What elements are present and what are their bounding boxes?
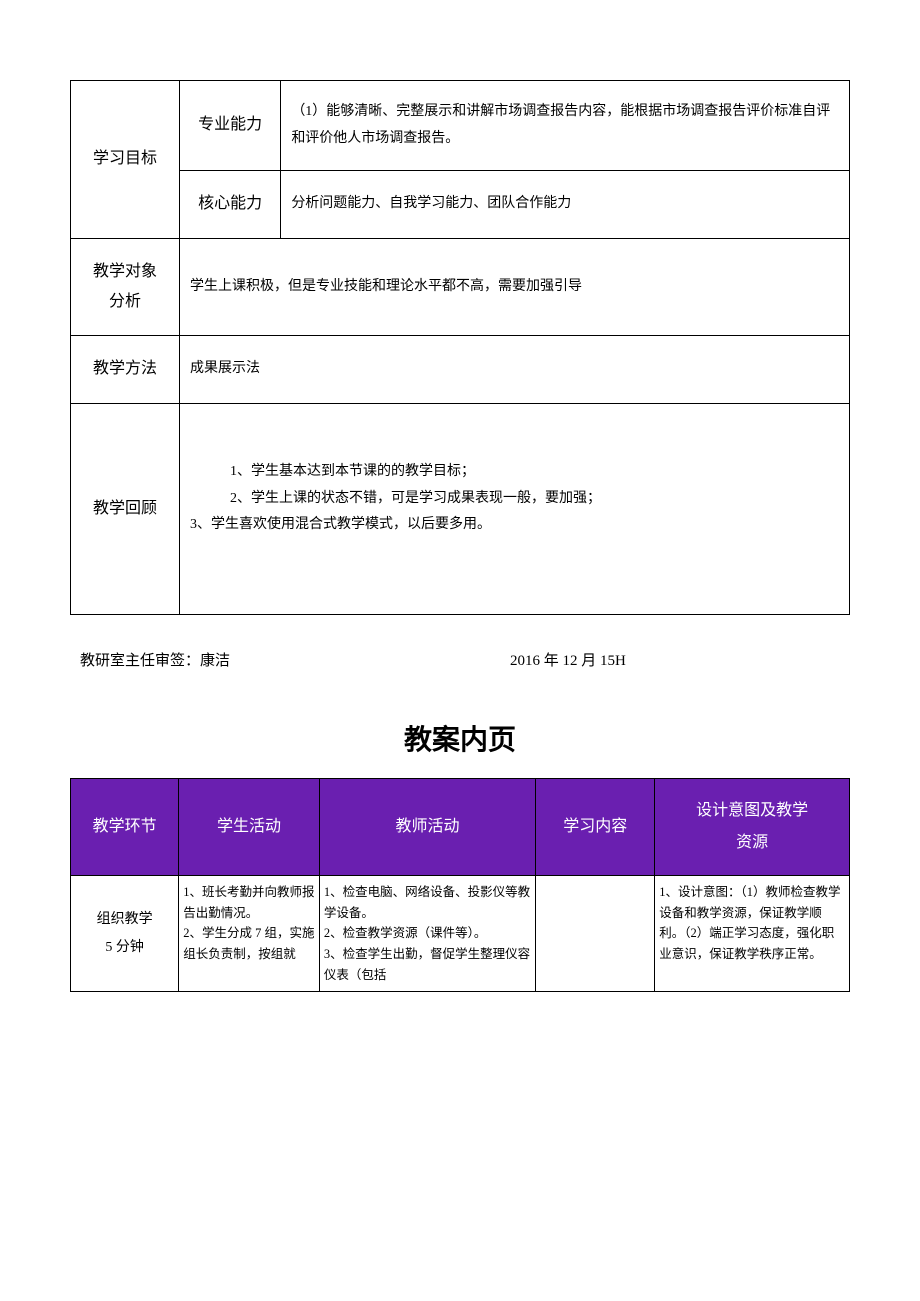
col-student-activity: 学生活动 [179, 779, 320, 876]
content-teaching-method: 成果展示法 [180, 336, 850, 403]
lesson-meta-table: 学习目标 专业能力 （1）能够清晰、完整展示和讲解市场调查报告内容，能根据市场调… [70, 80, 850, 615]
label-student-analysis: 教学对象 分析 [71, 238, 180, 336]
content-teaching-review: 1、学生基本达到本节课的的教学目标； 2、学生上课的状态不错，可是学习成果表现一… [180, 403, 850, 614]
cell-student: 1、班长考勤并向教师报告出勤情况。 2、学生分成 7 组，实施组长负责制，按组就 [179, 876, 320, 992]
col-design-intent: 设计意图及教学 资源 [655, 779, 850, 876]
signature-reviewer: 教研室主任审签：康洁 [80, 649, 510, 670]
cell-content [536, 876, 655, 992]
col-learning-content: 学习内容 [536, 779, 655, 876]
review-line-1: 1、学生基本达到本节课的的教学目标； [190, 459, 839, 486]
cell-teacher: 1、检查电脑、网络设备、投影仪等教学设备。 2、检查教学资源（课件等）。 3、检… [319, 876, 535, 992]
lesson-plan-table: 教学环节 学生活动 教师活动 学习内容 设计意图及教学 资源 组织教学 5 分钟… [70, 778, 850, 992]
content-core-ability: 分析问题能力、自我学习能力、团队合作能力 [281, 171, 850, 238]
cell-step: 组织教学 5 分钟 [71, 876, 179, 992]
label-learning-goal: 学习目标 [71, 81, 180, 239]
review-line-2: 2、学生上课的状态不错，可是学习成果表现一般，要加强； [190, 486, 839, 513]
label-teaching-method: 教学方法 [71, 336, 180, 403]
label-professional-ability: 专业能力 [180, 81, 281, 171]
table-row: 组织教学 5 分钟 1、班长考勤并向教师报告出勤情况。 2、学生分成 7 组，实… [71, 876, 850, 992]
label-core-ability: 核心能力 [180, 171, 281, 238]
col-teaching-step: 教学环节 [71, 779, 179, 876]
label-teaching-review: 教学回顾 [71, 403, 180, 614]
review-line-3: 3、学生喜欢使用混合式教学模式，以后要多用。 [190, 517, 491, 532]
signature-date: 2016 年 12 月 15H [510, 649, 840, 670]
content-student-analysis: 学生上课积极，但是专业技能和理论水平都不高，需要加强引导 [180, 238, 850, 336]
col-teacher-activity: 教师活动 [319, 779, 535, 876]
cell-design: 1、设计意图：（1）教师检查教学设备和教学资源，保证教学顺利。（2）端正学习态度… [655, 876, 850, 992]
signature-row: 教研室主任审签：康洁 2016 年 12 月 15H [70, 649, 850, 670]
content-professional-ability: （1）能够清晰、完整展示和讲解市场调查报告内容，能根据市场调查报告评价标准自评和… [281, 81, 850, 171]
inner-page-title: 教案内页 [70, 718, 850, 758]
